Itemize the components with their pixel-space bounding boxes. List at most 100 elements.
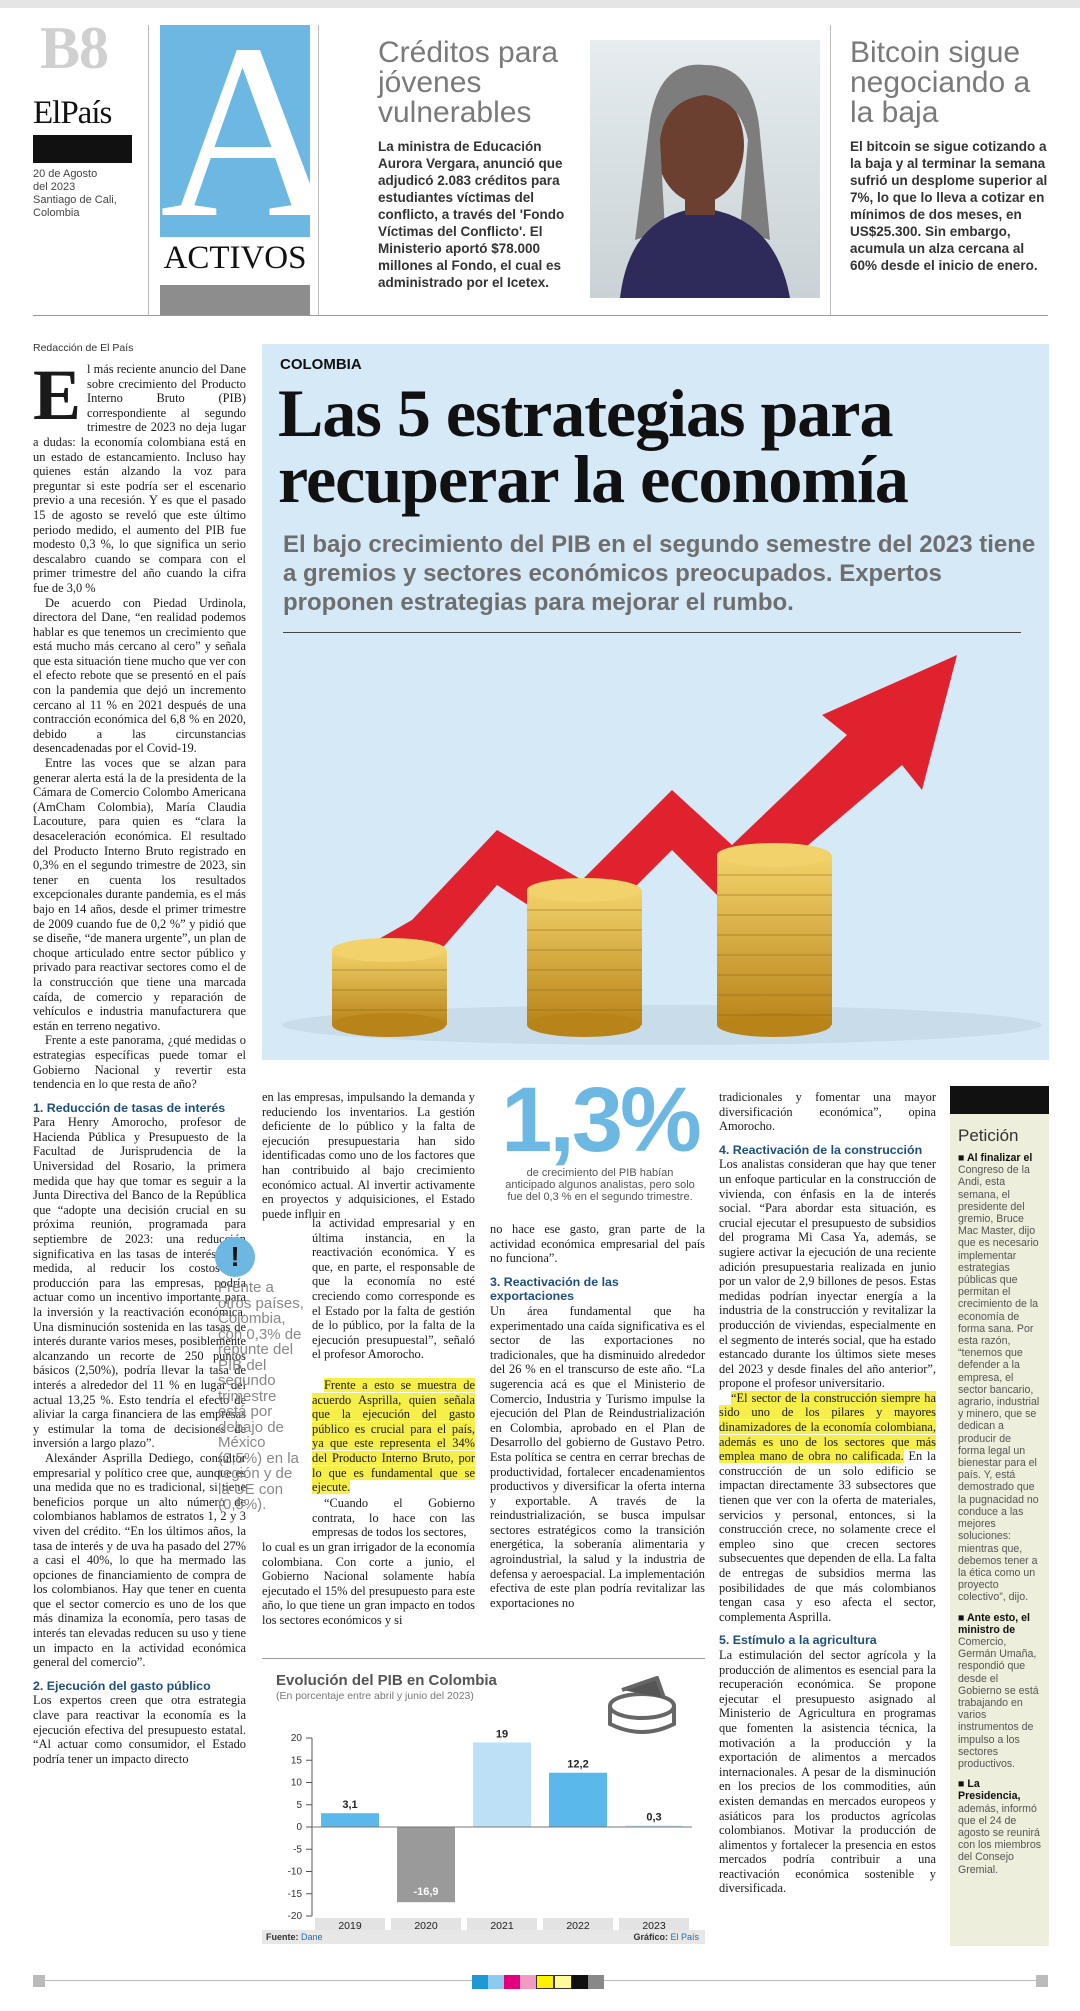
highlight-quote-1: Frente a esto se muestra de acuerdo Aspr… — [312, 1378, 475, 1495]
peticion-item-2: ■ Ante esto, el ministro de Comercio, Ge… — [958, 1611, 1039, 1770]
top-band — [0, 0, 1080, 8]
y-tick-label: -10 — [288, 1867, 303, 1878]
source-label: Fuente: — [266, 1932, 299, 1942]
col1-p5: Para Henry Amorocho, profesor de Haciend… — [33, 1115, 246, 1451]
col2-p4a: “Cuando el Gobierno contrata, lo hace co… — [312, 1496, 475, 1540]
col1-p6: Alexánder Asprilla Dediego, consultor em… — [33, 1450, 246, 1670]
peticion-text-2: Comercio, Germán Umaña, respondió que de… — [958, 1635, 1039, 1770]
peticion-title: Petición — [958, 1126, 1019, 1145]
brief-2-title: Bitcoin sigue negociando a la baja — [850, 36, 1031, 129]
drop-cap: E — [33, 355, 82, 435]
print-color-bar — [472, 1975, 604, 1989]
stat-number: 1,3% — [501, 1069, 702, 1171]
col2-p3: Frente a esto se muestra de acuerdo Aspr… — [312, 1378, 475, 1495]
byline: Redacción de El País — [33, 342, 134, 354]
col2-p1: en las empresas, impulsando la demanda y… — [262, 1090, 475, 1221]
coins-stack-icon — [602, 1675, 682, 1751]
x-tick-label: 2019 — [338, 1920, 362, 1932]
section-letter: A — [160, 0, 341, 270]
y-tick-label: 20 — [291, 1733, 303, 1744]
section-name: ACTIVOS — [160, 237, 310, 279]
peticion-body: ■ Al finalizar el Congreso de la Andi, e… — [950, 1152, 1049, 1876]
bar-2023 — [625, 1825, 683, 1828]
newspaper-name: ElPaís — [33, 95, 112, 131]
growth-arrow-icon — [377, 655, 957, 960]
section-block: A ACTIVOS — [160, 7, 341, 315]
data-label-2019: 3,1 — [342, 1799, 357, 1811]
brief-2-body: El bitcoin se sigue cotizando a la baja … — [850, 139, 1048, 273]
x-label-bg — [619, 1918, 689, 1932]
brief-1-title: Créditos para jóvenes vulnerables — [378, 36, 559, 129]
bar-2019 — [321, 1813, 379, 1827]
x-label-bg — [543, 1918, 613, 1932]
col4-p3-rest: En la construcción de un solo edificio s… — [719, 1449, 936, 1624]
bar-2020 — [397, 1827, 455, 1903]
chart-footer: Fuente: Dane Gráfico: El País — [262, 1930, 705, 1944]
peticion-box: Petición ■ Al finalizar el Congreso de l… — [950, 1086, 1049, 1946]
col1-p7: Los expertos creen que otra estrategia c… — [33, 1693, 246, 1766]
graphic-label: Gráfico: — [633, 1932, 668, 1942]
divider — [148, 25, 149, 315]
date-line-1: 20 de Agosto — [33, 168, 98, 180]
masthead-bar — [33, 135, 132, 163]
peticion-text-3: además, informó que el 24 de agosto se r… — [958, 1802, 1042, 1876]
col3-p1: no hace ese gasto, gran parte de la acti… — [490, 1222, 705, 1266]
column-1: E l más reciente anuncio del Dane sobre … — [33, 355, 246, 1766]
y-tick-label: 15 — [291, 1755, 303, 1766]
subhead-3: 3. Reactivación de las exportaciones — [490, 1274, 619, 1304]
masthead-date: 20 de Agosto del 2023 Santiago de Cali, … — [33, 168, 117, 220]
page-number: B8 — [40, 15, 109, 81]
peticion-header-bar — [950, 1086, 1049, 1114]
divider — [830, 25, 831, 315]
peticion-lead-1: Al finalizar el — [966, 1152, 1033, 1164]
x-tick-label: 2023 — [642, 1920, 666, 1932]
chart-container: Evolución del PIB en Colombia (En porcen… — [262, 1658, 705, 1946]
col1-p3: Entre las voces que se alzan para genera… — [33, 756, 246, 1033]
highlight-quote-2: “El sector de la construcción siempre ha… — [719, 1390, 936, 1464]
y-tick-label: 0 — [296, 1822, 302, 1833]
data-label-2021: 19 — [496, 1728, 508, 1740]
col4-p2: Los analistas consideran que hay que ten… — [719, 1157, 936, 1391]
y-tick-label: -15 — [288, 1889, 303, 1900]
col1-p4: Frente a este panorama, ¿qué medidas o e… — [33, 1033, 246, 1092]
data-label-2022: 12,2 — [567, 1759, 588, 1771]
graphic-value: El País — [670, 1932, 699, 1942]
coin-stack-1 — [332, 938, 447, 1037]
x-tick-label: 2022 — [566, 1920, 590, 1932]
chart-title: Evolución del PIB en Colombia — [276, 1672, 497, 1689]
peticion-text-1: Congreso de la Andi, esta semana, el pre… — [958, 1164, 1040, 1604]
subhead-4: 4. Reactivación de la construcción — [719, 1142, 923, 1157]
peticion-lead-2: Ante esto, el ministro de — [958, 1611, 1030, 1636]
subhead-1: 1. Reducción de tasas de interés — [33, 1100, 226, 1115]
col4-p1: tradicionales y fomentar una mayor diver… — [719, 1090, 936, 1134]
data-label-2020: -16,9 — [413, 1886, 438, 1898]
stat-caption: de crecimiento del PIB habían anticipado… — [505, 1167, 695, 1203]
sidebar-quote-icon: ! — [215, 1237, 255, 1277]
headline: Las 5 estrategias para recuperar la econ… — [278, 375, 909, 517]
y-tick-label: -20 — [288, 1911, 303, 1922]
place-line-1: Santiago de Cali, — [33, 194, 117, 206]
col2-p2: la actividad empresarial y en última ins… — [312, 1216, 475, 1362]
col4-p4: La estimulación del sector agrícola y la… — [719, 1647, 936, 1896]
subhead-5: 5. Estímulo a la agricultura — [719, 1633, 877, 1648]
minister-photo — [590, 40, 820, 298]
footer-corner-left — [33, 1975, 45, 1987]
exclamation-icon: ! — [230, 1241, 240, 1272]
pib-bar-chart: 20 15 10 5 0 -5 -10 -15 -20 2019 3,1 2020 -16,9 2021 1… — [288, 1728, 692, 1932]
deck-rule — [283, 632, 1021, 633]
y-tick-label: 10 — [291, 1778, 303, 1789]
masthead-rule — [33, 315, 1048, 316]
brief-1-body: La ministra de Educación Aurora Vergara,… — [378, 139, 565, 290]
kicker: COLOMBIA — [280, 356, 362, 373]
sidebar-quote: Frente a otros países, Colombia, con 0,3… — [218, 1279, 304, 1513]
coin-stack-3 — [717, 843, 832, 1037]
data-label-2023: 0,3 — [646, 1812, 661, 1824]
peticion-lead-3: La Presidencia, — [958, 1778, 1021, 1803]
source-value: Dane — [301, 1932, 323, 1942]
column-3: no hace ese gasto, gran parte de la acti… — [490, 1222, 705, 1610]
chart-subtitle: (En porcentaje entre abril y junio del 2… — [276, 1690, 474, 1702]
col1-p1: l más reciente anuncio del Dane sobre cr… — [33, 362, 246, 595]
date-line-2: del 2023 — [33, 181, 76, 193]
x-label-bg — [467, 1918, 537, 1932]
peticion-item-3: ■ La Presidencia, además, informó que el… — [958, 1778, 1042, 1876]
